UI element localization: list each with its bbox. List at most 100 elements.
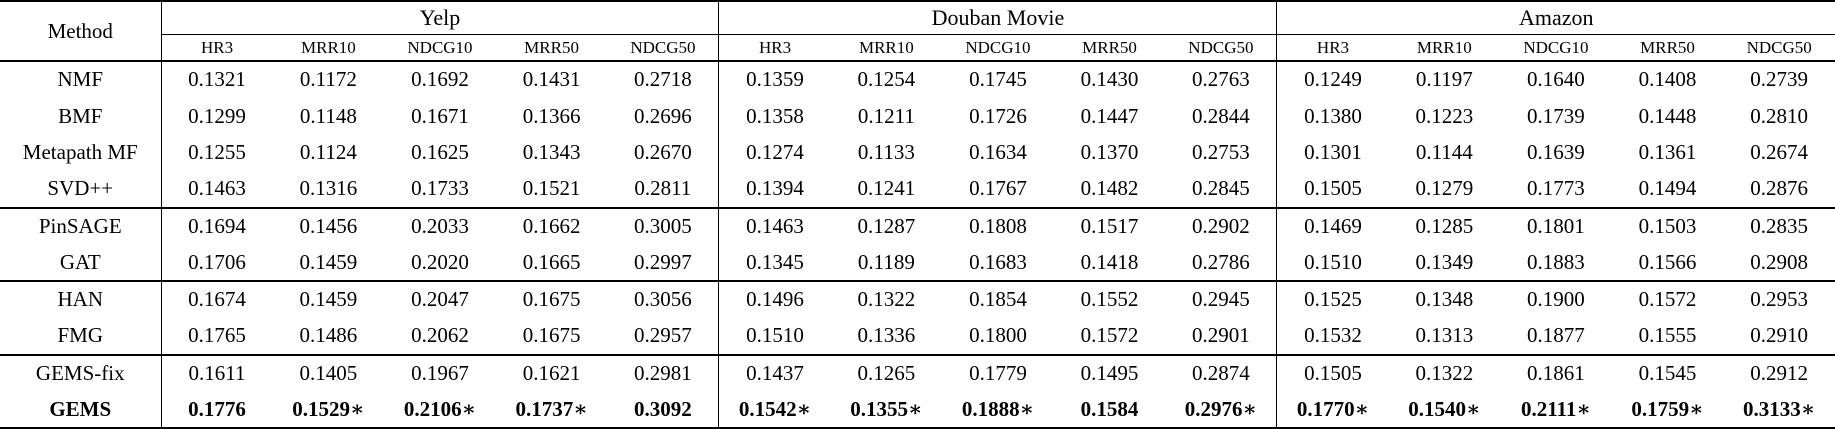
value-cell: 0.1584 [1080, 396, 1139, 421]
value-cell: 0.2844 [1192, 103, 1250, 128]
value-cell: 0.1370 [1080, 140, 1139, 165]
value-cell: 0.2810 [1750, 103, 1809, 128]
value-cell: 0.2674 [1750, 140, 1809, 165]
value-cell: 0.1900 [1527, 287, 1585, 312]
metric-header-yelp-ndcg50: NDCG50 [607, 34, 719, 62]
value-cell: 0.1255 [160, 134, 273, 172]
value-cell: 0.2953 [1750, 287, 1809, 312]
value-cell: 0.1505 [1276, 354, 1389, 392]
metric-header-amazon-ndcg10: NDCG10 [1500, 34, 1612, 62]
metric-header-yelp-ndcg10: NDCG10 [384, 34, 496, 62]
value-cell: 0.1358 [718, 97, 831, 135]
value-cell: 0.1529∗ [292, 396, 365, 421]
method-label: GAT [0, 244, 162, 283]
value-cell: 0.2997 [607, 244, 719, 283]
value-cell: 0.1542∗ [718, 391, 831, 428]
value-cell: 0.1172 [299, 67, 357, 92]
value-cell: 0.1665 [495, 244, 608, 283]
value-cell: 0.1313 [1388, 317, 1501, 356]
value-cell: 0.2111∗ [1520, 396, 1591, 421]
value-cell: 0.1254 [857, 67, 916, 92]
value-cell: 0.3092 [634, 396, 692, 421]
table-row-gat: GAT 0.1706 0.1459 0.2020 0.1665 0.2997 0.1345 0… [0, 244, 1835, 283]
value-cell: 0.1552 [1080, 287, 1139, 312]
metric-header-yelp-mrr10: MRR10 [272, 34, 385, 62]
value-cell: 0.1223 [1415, 103, 1474, 128]
table-row-gems: GEMS 0.1776 0.1529∗ 0.2106∗ 0.1737∗ 0.3092 0.1… [0, 391, 1835, 428]
value-cell: 0.2033 [411, 214, 469, 239]
method-label: PinSAGE [0, 207, 162, 245]
value-cell: 0.1189 [830, 244, 943, 283]
value-cell: 0.1431 [522, 67, 581, 92]
value-cell: 0.1361 [1638, 140, 1697, 165]
value-cell: 0.2753 [1192, 140, 1250, 165]
value-cell: 0.1405 [299, 360, 358, 385]
method-column-header: Method [0, 1, 162, 62]
value-cell: 0.3056 [634, 287, 692, 312]
metric-header-yelp-mrr50: MRR50 [495, 34, 608, 62]
table-body: NMF 0.1321 0.1172 0.1692 0.1431 0.2718 0.1359 0… [0, 61, 1835, 428]
value-cell: 0.1888∗ [961, 396, 1035, 421]
dataset-header-douban-movie: Douban Movie [718, 1, 1277, 35]
table-row-han: HAN 0.1674 0.1459 0.2047 0.1675 0.3056 0.1496 0… [0, 281, 1835, 318]
value-cell: 0.1662 [522, 214, 581, 239]
method-label: SVD++ [0, 171, 162, 209]
value-cell: 0.1503 [1638, 214, 1697, 239]
metric-header-douban-movie-mrr50: MRR50 [1053, 34, 1166, 62]
method-label: FMG [0, 317, 162, 356]
table-row-svd: SVD++ 0.1463 0.1316 0.1733 0.1521 0.2811 0.139… [0, 171, 1835, 209]
value-cell: 0.1854 [969, 287, 1027, 312]
metric-header-yelp-hr3: HR3 [160, 34, 273, 62]
value-cell: 0.1249 [1276, 61, 1389, 98]
value-cell: 0.1505 [1276, 171, 1389, 209]
value-cell: 0.1510 [1276, 244, 1389, 283]
value-cell: 0.1408 [1638, 67, 1697, 92]
value-cell: 0.2763 [1192, 67, 1250, 92]
metric-header-douban-movie-mrr10: MRR10 [830, 34, 943, 62]
value-cell: 0.1572 [1053, 317, 1166, 356]
value-cell: 0.1241 [830, 171, 943, 209]
value-cell: 0.1380 [1276, 97, 1389, 135]
value-cell: 0.1639 [1527, 140, 1585, 165]
metric-header-douban-movie-ndcg50: NDCG50 [1165, 34, 1277, 62]
value-cell: 0.1566 [1611, 244, 1724, 283]
value-cell: 0.1737∗ [515, 396, 588, 421]
dataset-header-row: Method Yelp Douban Movie Amazon [0, 1, 1835, 62]
value-cell: 0.1640 [1527, 67, 1585, 92]
value-cell: 0.1366 [522, 103, 581, 128]
value-cell: 0.1634 [969, 140, 1027, 165]
value-cell: 0.2106∗ [403, 396, 477, 421]
value-cell: 0.1808 [969, 214, 1027, 239]
value-cell: 0.1486 [272, 317, 385, 356]
value-cell: 0.1739 [1527, 103, 1585, 128]
value-cell: 0.1621 [522, 360, 581, 385]
value-cell: 0.1359 [718, 61, 831, 98]
value-cell: 0.1321 [160, 61, 273, 98]
value-cell: 0.1322 [857, 287, 916, 312]
value-cell: 0.2062 [384, 317, 496, 356]
value-cell: 0.2696 [634, 103, 692, 128]
value-cell: 0.2786 [1165, 244, 1277, 283]
value-cell: 0.1517 [1080, 214, 1139, 239]
value-cell: 0.2020 [384, 244, 496, 283]
value-cell: 0.1572 [1638, 287, 1697, 312]
value-cell: 0.1674 [160, 281, 273, 318]
value-cell: 0.1287 [857, 214, 916, 239]
method-label: NMF [0, 61, 162, 98]
value-cell: 0.1540∗ [1408, 396, 1481, 421]
value-cell: 0.2945 [1192, 287, 1250, 312]
value-cell: 0.1124 [299, 140, 357, 165]
value-cell: 0.2835 [1750, 214, 1809, 239]
value-cell: 0.1301 [1276, 134, 1389, 172]
value-cell: 0.2739 [1750, 67, 1809, 92]
value-cell: 0.2876 [1723, 171, 1835, 209]
value-cell: 0.1144 [1415, 140, 1473, 165]
method-label: GEMS-fix [0, 354, 162, 392]
table-row-gems-fix: GEMS-fix 0.1611 0.1405 0.1967 0.1621 0.2981 0.… [0, 354, 1835, 392]
value-cell: 0.1625 [411, 140, 469, 165]
value-cell: 0.1469 [1276, 207, 1389, 245]
value-cell: 0.1336 [830, 317, 943, 356]
value-cell: 0.2981 [634, 360, 692, 385]
value-cell: 0.1349 [1388, 244, 1501, 283]
